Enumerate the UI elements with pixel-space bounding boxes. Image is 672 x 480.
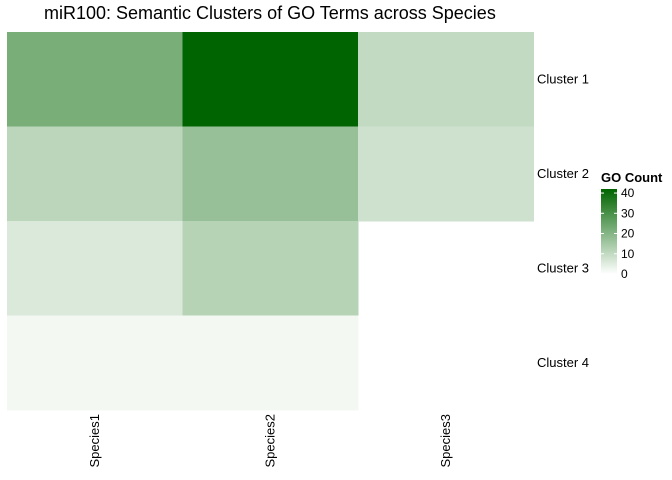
legend-colorbar bbox=[601, 189, 617, 274]
heatmap-cell bbox=[7, 126, 183, 222]
heatmap-cell bbox=[358, 126, 534, 222]
legend-tick-label: 30 bbox=[621, 206, 635, 220]
heatmap-cell bbox=[182, 32, 359, 127]
row-label: Cluster 2 bbox=[537, 166, 589, 181]
legend-title: GO Count bbox=[601, 170, 663, 185]
legend-tick-label: 10 bbox=[621, 247, 635, 261]
row-label: Cluster 3 bbox=[537, 260, 589, 275]
heatmap-cell bbox=[182, 315, 359, 411]
legend-tick-label: 40 bbox=[621, 186, 635, 200]
column-label: Species2 bbox=[262, 414, 277, 467]
legend-tick-label: 20 bbox=[621, 227, 635, 241]
color-legend: GO Count 0 10 20 30 40 bbox=[601, 170, 663, 281]
heatmap-cell bbox=[358, 32, 534, 127]
heatmap-cell bbox=[7, 315, 183, 411]
column-label: Species3 bbox=[438, 414, 453, 467]
heatmap-cell bbox=[7, 221, 183, 316]
heatmap-cell bbox=[182, 126, 359, 222]
row-label: Cluster 1 bbox=[537, 71, 589, 86]
chart-title: miR100: Semantic Clusters of GO Terms ac… bbox=[44, 3, 496, 23]
column-label: Species1 bbox=[87, 414, 102, 467]
column-labels: Species1 Species2 Species3 bbox=[87, 414, 453, 467]
row-labels: Cluster 1 Cluster 2 Cluster 3 Cluster 4 bbox=[537, 71, 589, 370]
heatmap-cell bbox=[182, 221, 359, 316]
heatmap-cells bbox=[7, 32, 534, 411]
legend-tick-label: 0 bbox=[621, 267, 628, 281]
heatmap-cell bbox=[7, 32, 183, 127]
row-label: Cluster 4 bbox=[537, 355, 589, 370]
